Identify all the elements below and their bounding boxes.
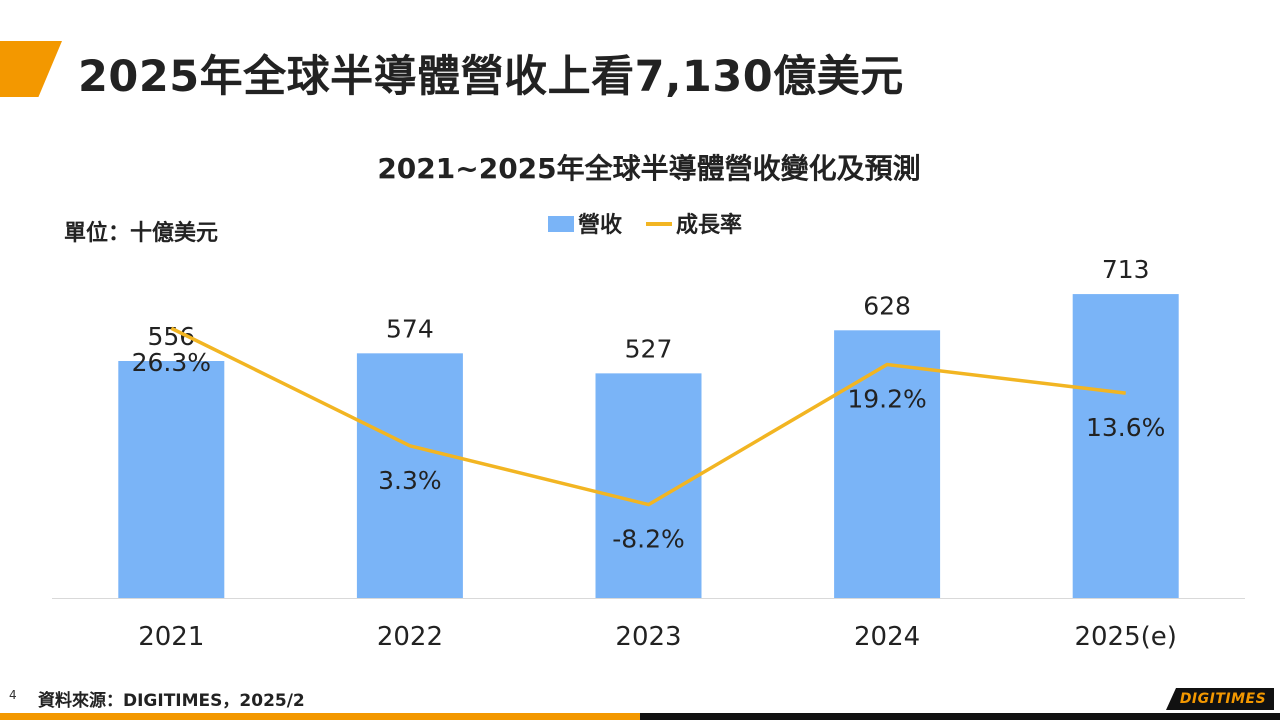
page-number: 4 (9, 688, 17, 702)
source-note: 資料來源：DIGITIMES，2025/2 (38, 691, 305, 711)
bar-2023 (595, 373, 702, 598)
digitimes-logo: DIGITIMES (1166, 688, 1274, 710)
legend-label-growth: 成長率 (676, 212, 742, 238)
bar-label-2023: 527 (625, 334, 673, 363)
growth-label-2022: 3.3% (378, 466, 442, 495)
legend-swatch-revenue (548, 216, 574, 232)
bar-2024 (834, 330, 941, 598)
bar-label-2025(e): 713 (1102, 255, 1150, 284)
growth-label-2024: 19.2% (847, 385, 926, 414)
x-tick-label-2025(e): 2025(e) (1074, 622, 1176, 652)
bar-2022 (356, 353, 463, 598)
legend-label-revenue: 營收 (578, 212, 622, 238)
growth-label-2021: 26.3% (132, 348, 211, 377)
x-tick-label-2022: 2022 (377, 622, 443, 652)
x-tick-label-2023: 2023 (615, 622, 681, 652)
footer-bar-accent (0, 713, 640, 720)
growth-label-2025(e): 13.6% (1086, 413, 1165, 442)
x-tick-label-2024: 2024 (854, 622, 920, 652)
bar-2025(e) (1072, 294, 1179, 598)
bar-label-2022: 574 (386, 314, 434, 343)
unit-label: 單位：十億美元 (64, 220, 218, 246)
footer-bar-dark (640, 713, 1280, 720)
bar-label-2024: 628 (863, 291, 911, 320)
slide-title: 2025年全球半導體營收上看7,130億美元 (78, 52, 904, 102)
bar-2021 (118, 361, 225, 598)
x-tick-label-2021: 2021 (138, 622, 204, 652)
growth-label-2023: -8.2% (612, 525, 685, 554)
chart-title: 2021~2025年全球半導體營收變化及預測 (377, 152, 920, 185)
